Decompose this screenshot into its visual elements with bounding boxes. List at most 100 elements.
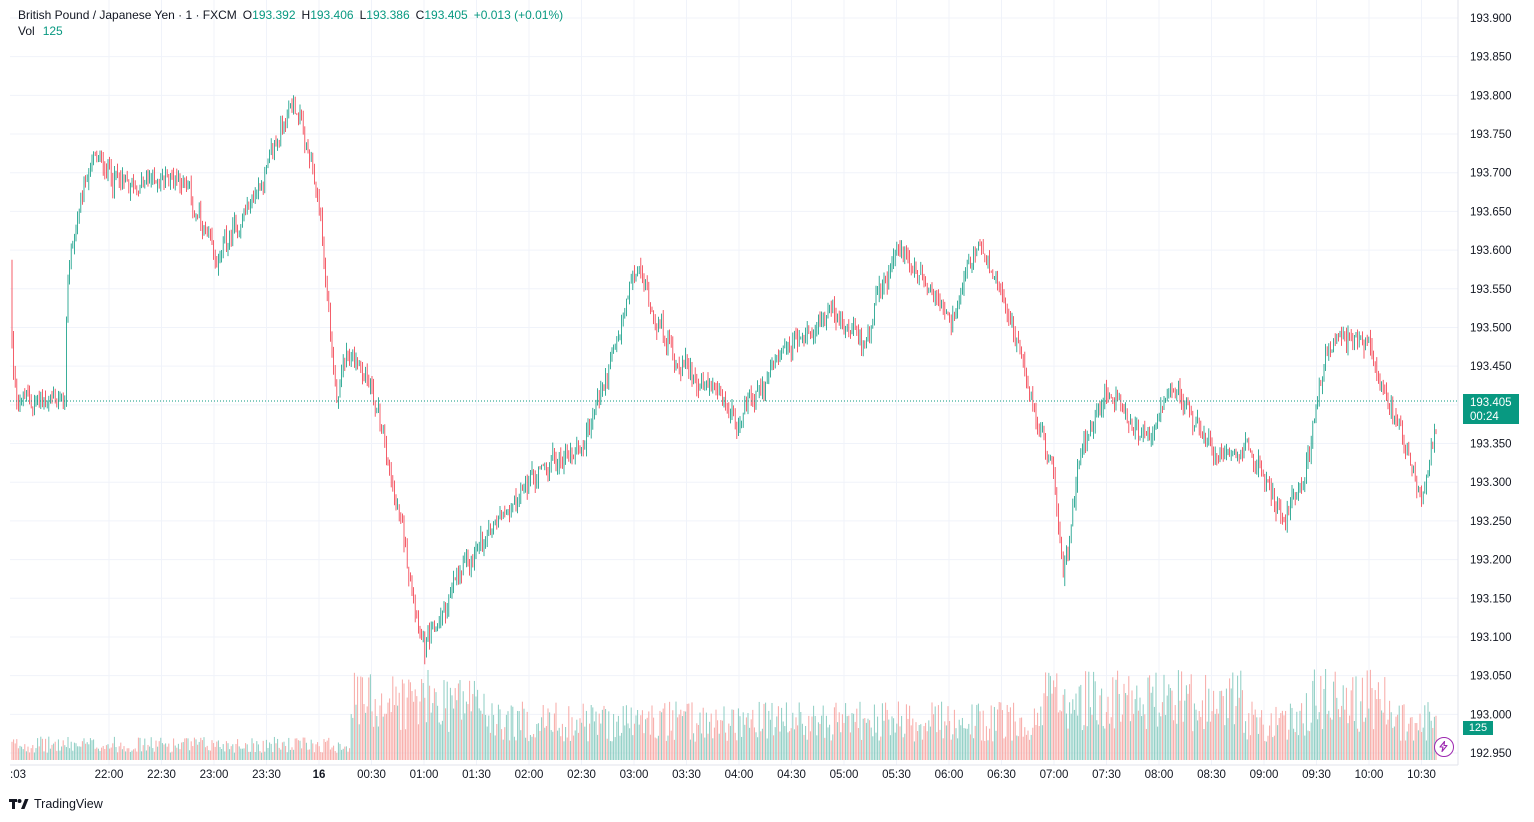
volume-bar: [744, 724, 746, 760]
volume-bar: [29, 752, 31, 760]
volume-bar: [661, 712, 663, 760]
volume-bar: [22, 749, 24, 760]
volume-bar: [696, 723, 698, 760]
volume-bar: [141, 751, 143, 760]
volume-bar: [561, 723, 563, 760]
volume-bar: [1141, 716, 1143, 760]
volume-bar: [1168, 684, 1170, 760]
volume-bar: [837, 722, 839, 760]
volume-bar: [777, 706, 779, 760]
volume-bar: [1029, 739, 1031, 760]
volume-bar: [1097, 724, 1099, 760]
volume-bar: [352, 717, 354, 760]
volume-bar: [600, 723, 602, 760]
volume-bar: [1323, 688, 1325, 760]
volume-bar: [1062, 694, 1064, 760]
volume-bar: [728, 723, 730, 760]
volume-bar: [216, 741, 218, 760]
volume-bar: [32, 745, 34, 760]
symbol-title[interactable]: British Pound / Japanese Yen · 1 · FXCM: [18, 8, 237, 22]
volume-bar: [1382, 712, 1384, 760]
volume-bar: [632, 735, 634, 760]
volume-bar: [1329, 717, 1331, 760]
lightning-icon[interactable]: [1434, 737, 1454, 757]
volume-bar: [904, 733, 906, 760]
volume-bar: [1072, 699, 1074, 760]
volume-bar: [907, 718, 909, 760]
volume-bar: [1421, 732, 1423, 760]
volume-bar: [200, 737, 202, 760]
volume-bar: [750, 719, 752, 760]
volume-legend[interactable]: Vol 125: [18, 24, 63, 38]
price-axis[interactable]: 193.900 193.850 193.800 193.750 193.700 193.6…: [1470, 13, 1512, 760]
volume-bar: [667, 735, 669, 760]
volume-bar: [1433, 716, 1435, 760]
volume-bar: [262, 740, 264, 760]
volume-bar: [333, 745, 335, 760]
volume-bar: [283, 741, 285, 760]
volume-bar: [609, 741, 611, 760]
volume-bar: [56, 750, 58, 760]
volume-bar: [785, 702, 787, 760]
volume-bar: [1278, 717, 1280, 760]
volume-bar: [70, 741, 72, 760]
volume-bar: [1337, 709, 1339, 760]
volume-bar: [856, 708, 858, 760]
volume-bar: [949, 721, 951, 760]
time-tick-label: 03:30: [672, 769, 701, 781]
volume-bar: [368, 677, 370, 760]
time-tick-label: 09:00: [1250, 769, 1279, 781]
volume-bar: [349, 748, 351, 760]
volume-bar: [677, 717, 679, 760]
volume-bar: [1304, 735, 1306, 760]
volume-bar: [638, 724, 640, 760]
volume-bar: [1331, 719, 1333, 760]
volume-bar: [961, 717, 963, 760]
volume-bar: [993, 706, 995, 760]
volume-bar: [112, 743, 114, 760]
volume-bar: [1211, 711, 1213, 760]
volume-bar: [646, 717, 648, 760]
volume-bar: [1405, 740, 1407, 760]
volume-bar: [1417, 730, 1419, 760]
volume-bar: [840, 732, 842, 760]
volume-bar: [1009, 707, 1011, 760]
volume-bar: [1040, 706, 1042, 760]
volume-bar: [843, 722, 845, 760]
volume-bar: [1355, 676, 1357, 760]
volume-bar: [486, 726, 488, 760]
volume-bar: [901, 715, 903, 760]
price-tick-label: 193.450: [1470, 361, 1512, 373]
volume-bar: [1003, 738, 1005, 760]
volume-bar: [1030, 734, 1032, 760]
volume-bar: [1149, 675, 1151, 760]
volume-bar: [574, 730, 576, 760]
tradingview-logo[interactable]: TradingView: [9, 797, 103, 811]
volume-bar: [454, 688, 456, 760]
volume-bar: [1321, 729, 1323, 760]
volume-bar: [641, 710, 643, 760]
price-tick-label: 193.250: [1470, 516, 1512, 528]
volume-bar: [1253, 714, 1255, 760]
volume-bar: [779, 731, 781, 760]
volume-bar: [177, 743, 179, 760]
volume-bar: [1256, 717, 1258, 760]
volume-bar: [563, 741, 565, 760]
volume-bar: [40, 736, 42, 760]
time-axis[interactable]: :03 22:00 22:30 23:00 23:30 16 00:30 01:00 01:30…: [10, 769, 1436, 781]
volume-bar: [853, 713, 855, 760]
volume-bar: [347, 751, 349, 760]
plot-area[interactable]: [10, 0, 1457, 765]
volume-bar: [1200, 716, 1202, 760]
volume-bar: [1419, 713, 1421, 760]
volume-bar: [185, 738, 187, 760]
volume-bar: [125, 751, 127, 760]
volume-bar: [446, 681, 448, 760]
volume-bar: [1384, 677, 1386, 760]
volume-bar: [861, 739, 863, 760]
time-tick-label: 04:30: [777, 769, 806, 781]
volume-bar: [718, 733, 720, 760]
volume-bar: [822, 705, 824, 760]
volume-bar: [566, 737, 568, 760]
